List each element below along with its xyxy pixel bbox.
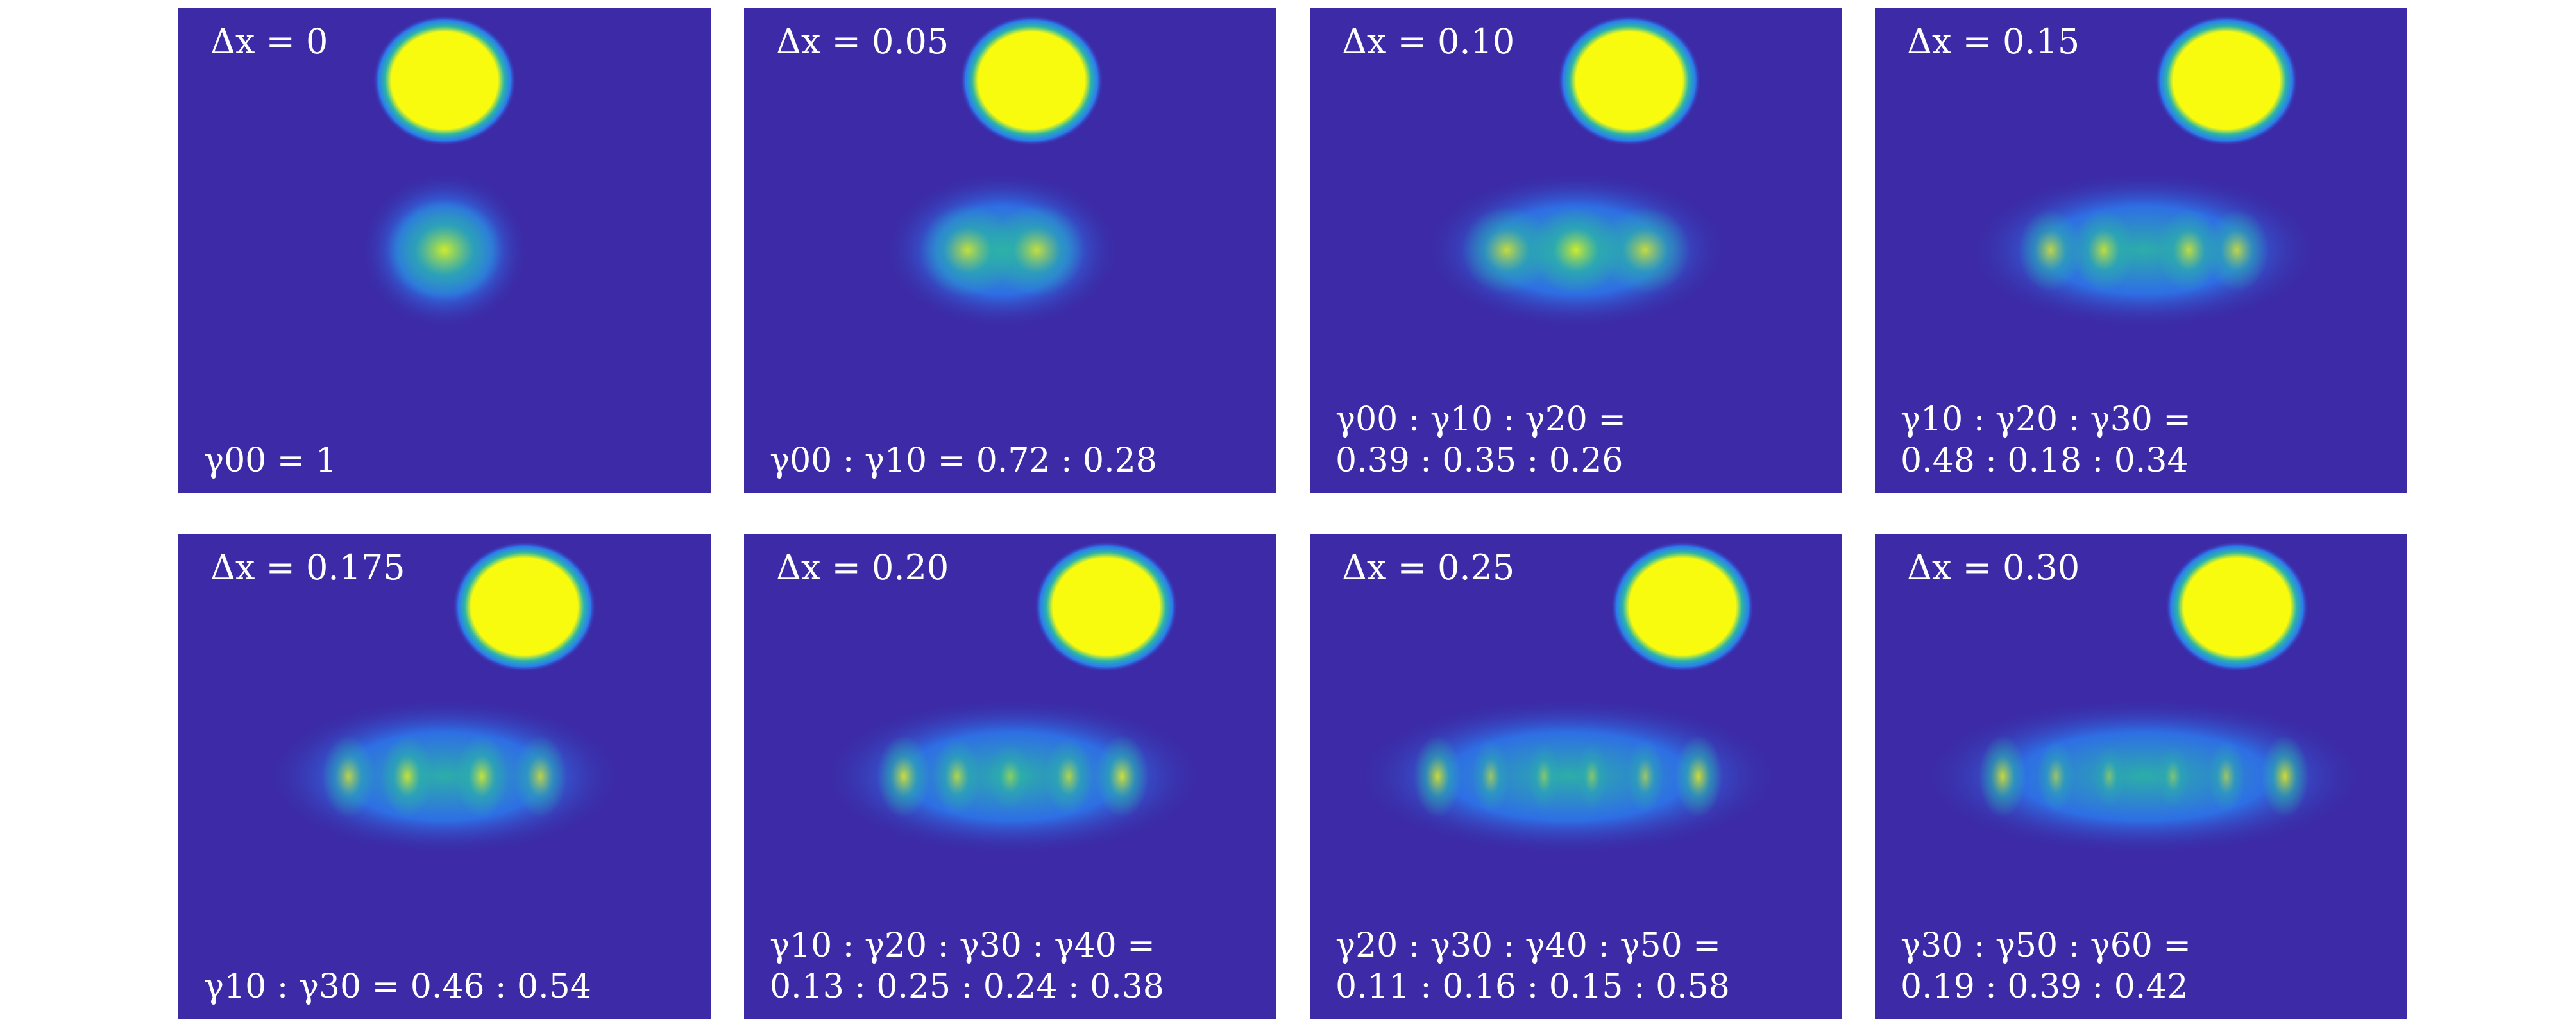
intensity-lobe: [380, 735, 434, 818]
mode-field-halo: [1917, 696, 2370, 856]
mode-weights-line: γ20 : γ30 : γ40 : γ50 =: [1335, 926, 1721, 966]
shift-label: Δx = 0.175: [210, 547, 405, 588]
intensity-lobe: [1674, 735, 1723, 818]
intensity-lobe: [322, 735, 376, 818]
shift-label: Δx = 0.25: [1342, 547, 1515, 588]
shift-label: Δx = 0.30: [1907, 547, 2080, 588]
intensity-lobe: [2205, 209, 2269, 292]
intensity-map: [359, 15, 530, 330]
mode-weights: γ10 : γ20 : γ30 = 0.48 : 0.18 : 0.34: [1901, 400, 2191, 481]
reference-beam-spot: [1610, 541, 1755, 672]
intensity-lobe: [1626, 740, 1664, 813]
intensity-lobe: [2207, 740, 2245, 813]
mode-field-halo: [1352, 696, 1784, 856]
intensity-lobe: [2019, 209, 2083, 292]
reference-beam-spot: [2165, 541, 2309, 672]
reference-beam-spot: [1557, 15, 1702, 146]
intensity-lobe: [1530, 206, 1622, 294]
field-panel: Δx = 0.10 γ00 : γ10 : γ20 = 0.39 : 0.35 : …: [1310, 8, 1842, 493]
field-panel: Δx = 0.175 γ10 : γ30 = 0.46 : 0.54: [178, 534, 711, 1019]
reference-beam-spot: [372, 15, 517, 146]
intensity-lobe: [386, 199, 504, 302]
intensity-lobe: [1528, 742, 1561, 810]
mode-weights-line: 0.13 : 0.25 : 0.24 : 0.38: [770, 967, 1164, 1006]
intensity-lobe: [1472, 740, 1510, 813]
intensity-map: [882, 15, 1123, 330]
intensity-lobe: [1413, 735, 1462, 818]
mode-weights-line: γ10 : γ20 : γ30 =: [1901, 400, 2191, 439]
intensity-map: [1352, 541, 1784, 856]
mode-weights: γ20 : γ30 : γ40 : γ50 = 0.11 : 0.16 : 0.1…: [1335, 926, 1730, 1007]
intensity-lobe: [1978, 735, 2027, 818]
intensity-lobe: [2157, 209, 2221, 292]
mode-weights-line: γ00 : γ10 = 0.72 : 0.28: [770, 441, 1157, 480]
shift-label: Δx = 0.05: [776, 21, 949, 62]
mode-weights: γ00 : γ10 : γ20 = 0.39 : 0.35 : 0.26: [1335, 400, 1626, 481]
mode-weights: γ10 : γ20 : γ30 : γ40 = 0.13 : 0.25 : 0.2…: [770, 926, 1164, 1007]
intensity-lobe: [1044, 737, 1093, 815]
intensity-lobe: [919, 204, 1016, 296]
mode-weights: γ10 : γ30 = 0.46 : 0.54: [204, 967, 591, 1007]
reference-beam-spot: [960, 15, 1104, 146]
mode-weights-line: 0.39 : 0.35 : 0.26: [1335, 441, 1623, 480]
intensity-lobe: [988, 742, 1032, 810]
intensity-lobe: [1095, 735, 1149, 818]
intensity-lobe: [2072, 209, 2136, 292]
intensity-lobe: [933, 737, 981, 815]
mode-weights-line: γ00 = 1: [204, 441, 337, 480]
intensity-lobe: [2037, 740, 2075, 813]
field-panel: Δx = 0.05 γ00 : γ10 = 0.72 : 0.28: [744, 8, 1276, 493]
reference-beam-spot: [1034, 541, 1178, 672]
shift-label: Δx = 0.10: [1342, 21, 1515, 62]
field-panel: Δx = 0.30 γ30 : γ50 : γ60 = 0.19 : 0.39 : …: [1875, 534, 2407, 1019]
reference-beam-spot: [452, 541, 597, 672]
intensity-lobe: [2260, 735, 2309, 818]
shift-label: Δx = 0.20: [776, 547, 949, 588]
field-panel: Δx = 0 γ00 = 1: [178, 8, 711, 493]
intensity-lobe: [455, 735, 509, 818]
shift-label: Δx = 0.15: [1907, 21, 2080, 62]
intensity-map: [1421, 15, 1731, 330]
intensity-map: [818, 541, 1208, 856]
field-panel: Δx = 0.20 γ10 : γ20 : γ30 : γ40 = 0.13 : 0…: [744, 534, 1276, 1019]
field-panel: Δx = 0.15 γ10 : γ20 : γ30 = 0.48 : 0.18 : …: [1875, 8, 2407, 493]
intensity-lobe: [2157, 744, 2189, 808]
mode-weights-line: 0.11 : 0.16 : 0.15 : 0.58: [1335, 967, 1730, 1006]
mode-weights: γ00 = 1: [204, 441, 337, 481]
intensity-lobe: [513, 735, 567, 818]
field-panel: Δx = 0.25 γ20 : γ30 : γ40 : γ50 = 0.11 : 0…: [1310, 534, 1842, 1019]
mode-weights: γ00 : γ10 = 0.72 : 0.28: [770, 441, 1157, 481]
mode-weights-line: γ00 : γ10 : γ20 =: [1335, 400, 1626, 439]
intensity-lobe: [1600, 206, 1691, 294]
intensity-lobe: [988, 204, 1085, 296]
shift-label: Δx = 0: [210, 21, 328, 62]
intensity-map: [263, 541, 626, 856]
mode-field-halo: [263, 696, 626, 856]
intensity-lobe: [877, 735, 931, 818]
reference-beam-spot: [2154, 15, 2298, 146]
mode-weights-line: 0.48 : 0.18 : 0.34: [1901, 441, 2189, 480]
mode-weights-line: γ10 : γ30 = 0.46 : 0.54: [204, 967, 591, 1006]
intensity-lobe: [2093, 744, 2126, 808]
mode-weights-line: γ10 : γ20 : γ30 : γ40 =: [770, 926, 1155, 966]
mode-weights-line: 0.19 : 0.39 : 0.42: [1901, 967, 2189, 1006]
intensity-map: [1917, 541, 2370, 856]
intensity-map: [1965, 15, 2323, 330]
mode-weights-line: γ30 : γ50 : γ60 =: [1901, 926, 2191, 966]
intensity-lobe: [1576, 742, 1608, 810]
mode-weights: γ30 : γ50 : γ60 = 0.19 : 0.39 : 0.42: [1901, 926, 2191, 1007]
intensity-lobe: [1461, 206, 1552, 294]
